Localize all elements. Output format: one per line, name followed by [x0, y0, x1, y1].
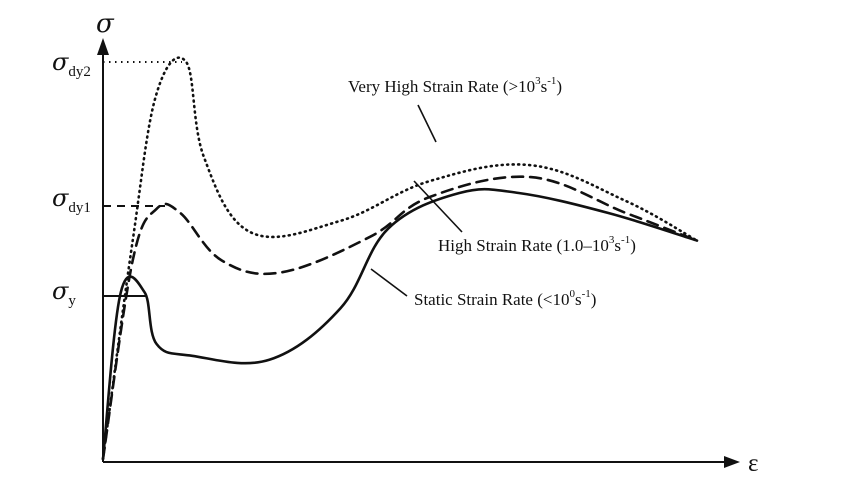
y-level-subscript: dy1	[68, 200, 91, 216]
y-level-label-dy1: σdy1	[52, 184, 91, 216]
label-superscript: -1	[582, 288, 591, 300]
label-text: )	[556, 77, 562, 96]
series-static-strain-rate	[101, 187, 699, 461]
x-axis-label: ε	[748, 450, 759, 477]
label-text: s	[614, 236, 621, 255]
y-level-label-dy2: σdy2	[52, 48, 91, 80]
label-text: s	[541, 77, 548, 96]
label-text: Very High Strain Rate (>10	[348, 77, 535, 96]
y-level-subscript: y	[68, 293, 76, 309]
label-text: )	[630, 236, 636, 255]
leader-very-high-strain-rate	[417, 104, 437, 143]
label-superscript: 0	[569, 288, 575, 300]
leader-static-strain-rate	[370, 268, 408, 297]
label-superscript: -1	[547, 75, 556, 87]
y-level-symbol: σ	[52, 277, 69, 305]
label-superscript: -1	[621, 234, 630, 246]
y-axis-arrow-icon	[97, 38, 109, 55]
series-very-high-strain-rate	[101, 56, 699, 461]
label-superscript: 3	[535, 75, 541, 87]
label-text: High Strain Rate (1.0–10	[438, 236, 609, 255]
y-level-symbol: σ	[52, 48, 69, 76]
label-text: s	[575, 290, 582, 309]
series-high-strain-rate	[101, 175, 699, 461]
leader-high-strain-rate	[413, 180, 463, 233]
label-very-high-strain-rate: Very High Strain Rate (>103s-1)	[348, 75, 562, 96]
label-static-strain-rate: Static Strain Rate (<100s-1)	[414, 288, 596, 309]
label-text: )	[591, 290, 597, 309]
y-level-subscript: dy2	[68, 64, 91, 80]
label-superscript: 3	[609, 234, 615, 246]
y-level-symbol: σ	[52, 184, 69, 212]
y-level-label-y: σy	[52, 277, 76, 309]
label-text: Static Strain Rate (<10	[414, 290, 569, 309]
y-axis-label: σ	[96, 9, 115, 39]
x-axis-arrow-icon	[724, 456, 740, 468]
label-high-strain-rate: High Strain Rate (1.0–103s-1)	[438, 234, 636, 255]
